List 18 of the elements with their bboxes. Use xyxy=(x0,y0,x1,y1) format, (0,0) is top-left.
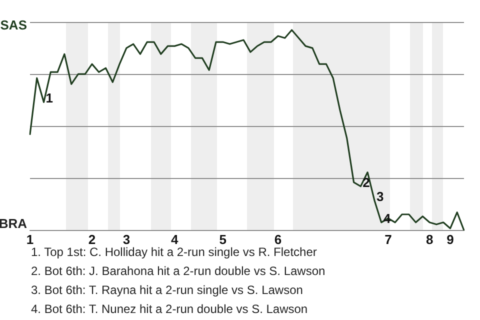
text: 2. Bot 6th: J. Barahona hit a 2-run double vs S. Lawson xyxy=(31,263,326,280)
x-tick-label: 4 xyxy=(171,232,180,247)
x-tick-label: 7 xyxy=(384,232,392,247)
x-tick-label: 6 xyxy=(274,232,282,247)
annotation: 1 xyxy=(46,90,54,106)
text: 1. Top 1st: C. Holliday hit a 2-run single vs R. Fletcher xyxy=(31,244,318,261)
x-tick-label: 9 xyxy=(446,232,454,247)
x-tick-label: 3 xyxy=(122,232,130,247)
text: BRA xyxy=(0,216,28,231)
annotation: 2 xyxy=(362,174,370,190)
x-tick-label: 2 xyxy=(88,232,96,247)
x-tick-label: 5 xyxy=(219,232,227,247)
text: SAS xyxy=(0,18,28,33)
annotation: 3 xyxy=(376,188,384,204)
x-tick-label: 1 xyxy=(26,232,34,247)
text: 4. Bot 6th: T. Nunez hit a 2-run double vs S. Lawson xyxy=(31,301,309,318)
x-tick-label: 8 xyxy=(426,232,434,247)
text: 3. Bot 6th: T. Rayna hit a 2-run single vs S. Lawson xyxy=(31,282,304,299)
